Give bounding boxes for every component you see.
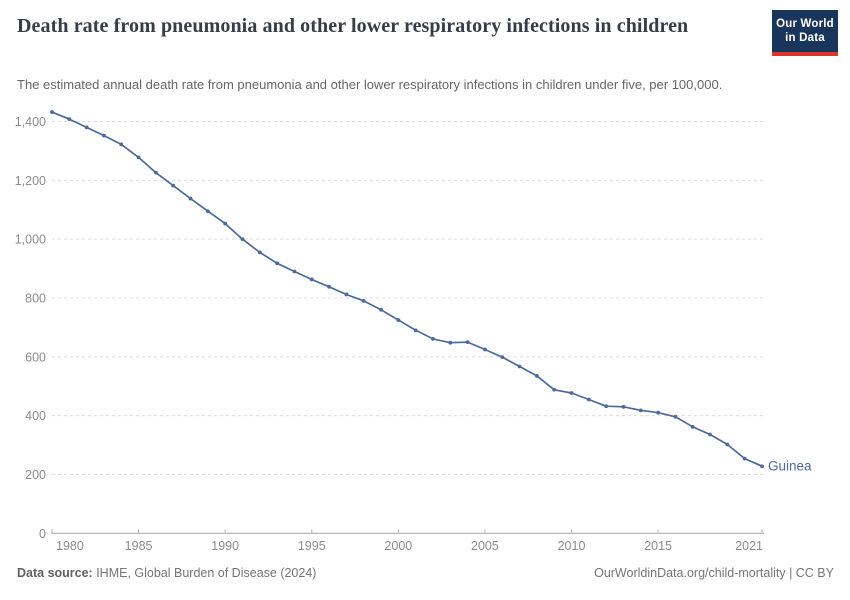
x-tick-label: 1995 [298, 539, 326, 553]
data-point [344, 292, 349, 297]
x-tick-label: 2010 [558, 539, 586, 553]
data-point [638, 408, 643, 413]
x-tick-label: 1980 [56, 539, 84, 553]
data-point [621, 404, 626, 409]
data-point [188, 196, 193, 201]
y-tick-label: 200 [25, 468, 46, 482]
x-tick-label: 2021 [735, 539, 763, 553]
data-point [673, 414, 678, 419]
series-end-label: Guinea [768, 459, 812, 474]
credit-line: OurWorldinData.org/child-mortality | CC … [594, 566, 834, 580]
x-tick-label: 1990 [211, 539, 239, 553]
data-point [413, 328, 418, 333]
data-point [67, 117, 72, 122]
data-point [569, 391, 574, 395]
data-point [534, 374, 539, 378]
data-point [483, 347, 487, 352]
data-point [327, 284, 331, 289]
y-tick-label: 1,000 [15, 233, 46, 247]
data-point [223, 221, 228, 226]
y-tick-label: 800 [25, 291, 46, 305]
y-tick-label: 1,200 [15, 174, 46, 188]
data-point [102, 133, 106, 138]
gridlines [52, 121, 764, 475]
data-source-label: Data source: [17, 566, 93, 580]
data-points [50, 110, 764, 469]
chart-title: Death rate from pneumonia and other lowe… [17, 15, 689, 37]
data-point [431, 336, 435, 341]
data-line [51, 111, 763, 468]
data-point [465, 340, 470, 345]
data-point [84, 125, 89, 130]
data-point [500, 355, 505, 360]
data-point [656, 410, 660, 415]
data-point [361, 299, 366, 303]
data-point [742, 456, 747, 461]
owid-logo: Our World in Data [772, 10, 838, 56]
data-point [119, 142, 124, 147]
data-point [604, 404, 609, 409]
data-point [275, 261, 280, 266]
owid-logo-red-bar [772, 52, 838, 56]
y-axis-labels: 0 200 400 600 800 1,000 1,200 1,400 [15, 115, 46, 541]
owid-logo-text: Our World in Data [772, 10, 838, 52]
data-point [517, 364, 522, 369]
x-axis-labels: 1980 1985 1990 1995 2000 2005 2010 2015 2021 [56, 539, 763, 553]
chart-footer: Data source: IHME, Global Burden of Dise… [17, 566, 834, 580]
data-point [552, 387, 557, 392]
data-point [205, 209, 210, 214]
y-tick-label: 600 [25, 350, 46, 364]
data-source-line: Data source: IHME, Global Burden of Dise… [17, 566, 316, 580]
data-point [690, 424, 695, 429]
data-point [708, 432, 712, 437]
data-point [257, 250, 262, 255]
y-tick-label: 1,400 [15, 115, 46, 129]
y-tick-label: 400 [25, 409, 46, 423]
x-tick-label: 2005 [471, 539, 499, 553]
x-tick-label: 2015 [644, 539, 672, 553]
data-point [309, 277, 314, 282]
x-tick-label: 2000 [384, 539, 412, 553]
data-source-text: IHME, Global Burden of Disease (2024) [92, 566, 317, 580]
data-point [154, 170, 158, 175]
data-point [586, 397, 591, 402]
data-point [379, 307, 383, 312]
data-point [292, 269, 297, 274]
x-tick-label: 1985 [125, 539, 153, 553]
y-tick-label: 0 [39, 527, 46, 541]
data-point [171, 183, 176, 188]
data-point [448, 340, 453, 345]
data-point [760, 464, 764, 469]
data-point [240, 237, 245, 242]
data-point [725, 442, 730, 447]
data-point [396, 318, 401, 322]
data-point [50, 110, 54, 114]
data-point [136, 155, 141, 160]
chart-subtitle: The estimated annual death rate from pne… [17, 77, 723, 92]
x-axis [51, 529, 764, 534]
